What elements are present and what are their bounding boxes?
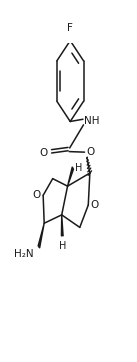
Polygon shape	[61, 215, 63, 236]
Text: H: H	[75, 163, 83, 173]
Polygon shape	[38, 223, 44, 248]
Text: F: F	[67, 23, 73, 33]
Text: NH: NH	[84, 117, 99, 126]
Text: O: O	[33, 190, 41, 200]
Text: H: H	[59, 241, 66, 251]
Polygon shape	[68, 167, 73, 186]
Text: O: O	[40, 148, 48, 158]
Text: O: O	[91, 200, 99, 210]
Text: O: O	[87, 147, 95, 157]
Text: H₂N: H₂N	[14, 249, 34, 259]
